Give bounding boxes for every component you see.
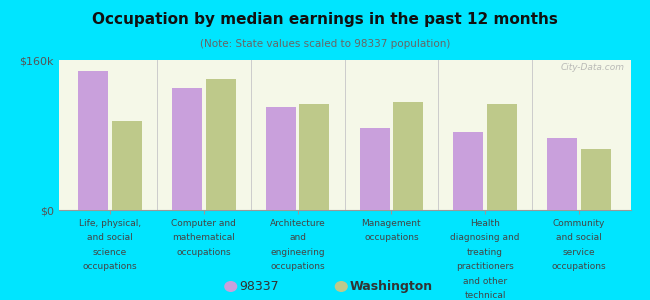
Text: and: and [289,233,306,242]
Bar [205,79,236,210]
Text: service: service [563,248,595,257]
Text: Occupation by median earnings in the past 12 months: Occupation by median earnings in the pas… [92,12,558,27]
Text: occupations: occupations [364,233,419,242]
Text: 98337: 98337 [239,280,279,293]
Text: technical: technical [464,291,506,300]
Text: Health: Health [470,219,500,228]
Bar [112,121,142,210]
Text: occupations: occupations [552,262,606,271]
Bar [266,107,296,210]
Bar [453,132,484,210]
Bar [172,88,202,210]
Text: occupations: occupations [83,262,137,271]
Text: and social: and social [87,233,133,242]
Text: and other: and other [463,277,507,286]
Bar [581,149,611,210]
Text: Computer and: Computer and [172,219,237,228]
Text: Architecture: Architecture [270,219,326,228]
Text: occupations: occupations [270,262,325,271]
Text: treating: treating [467,248,503,257]
Text: and social: and social [556,233,602,242]
Bar [300,104,330,210]
Bar [547,138,577,210]
Bar [78,71,108,210]
Text: science: science [93,248,127,257]
Text: occupations: occupations [177,248,231,257]
Text: Community: Community [552,219,605,228]
Text: engineering: engineering [270,248,325,257]
Text: Washington: Washington [350,280,433,293]
Text: City-Data.com: City-Data.com [561,63,625,72]
Bar [487,104,517,210]
Bar [359,128,389,210]
Bar [393,102,423,210]
Text: mathematical: mathematical [172,233,235,242]
Text: (Note: State values scaled to 98337 population): (Note: State values scaled to 98337 popu… [200,39,450,49]
Text: Management: Management [361,219,421,228]
Text: diagnosing and: diagnosing and [450,233,520,242]
Text: Life, physical,: Life, physical, [79,219,141,228]
Text: practitioners: practitioners [456,262,514,271]
